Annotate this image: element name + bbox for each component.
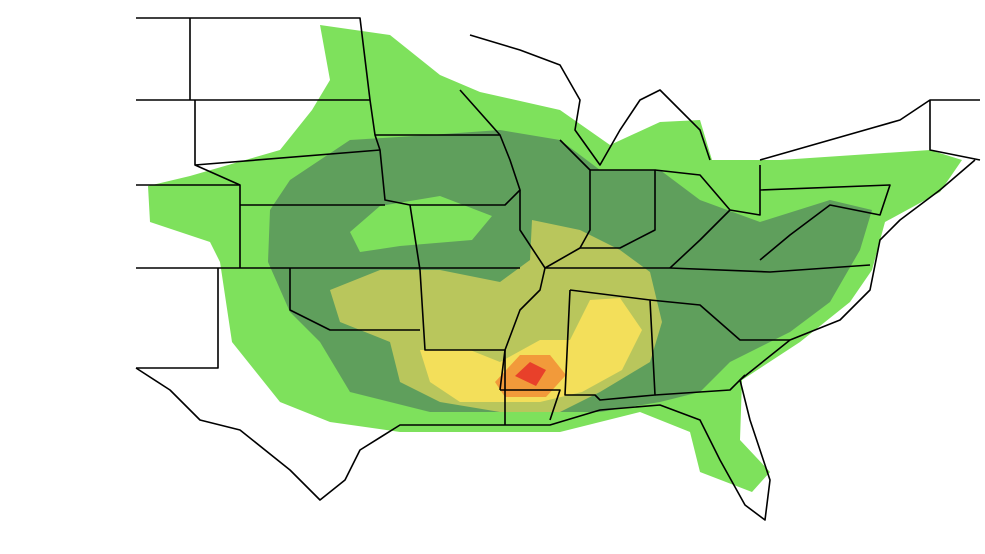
border <box>580 169 656 249</box>
coastline <box>469 34 711 166</box>
border <box>136 204 520 269</box>
border <box>759 99 981 161</box>
border <box>544 139 591 269</box>
border <box>545 264 871 273</box>
border <box>136 17 505 351</box>
border <box>500 350 561 425</box>
border <box>189 18 241 268</box>
border <box>136 149 381 186</box>
contour-yellow <box>420 298 642 402</box>
state-borders <box>135 17 981 521</box>
border <box>759 184 891 261</box>
coastline <box>135 159 976 521</box>
border <box>654 165 761 269</box>
border <box>375 134 521 206</box>
border <box>136 268 420 369</box>
contour-red <box>515 362 546 386</box>
